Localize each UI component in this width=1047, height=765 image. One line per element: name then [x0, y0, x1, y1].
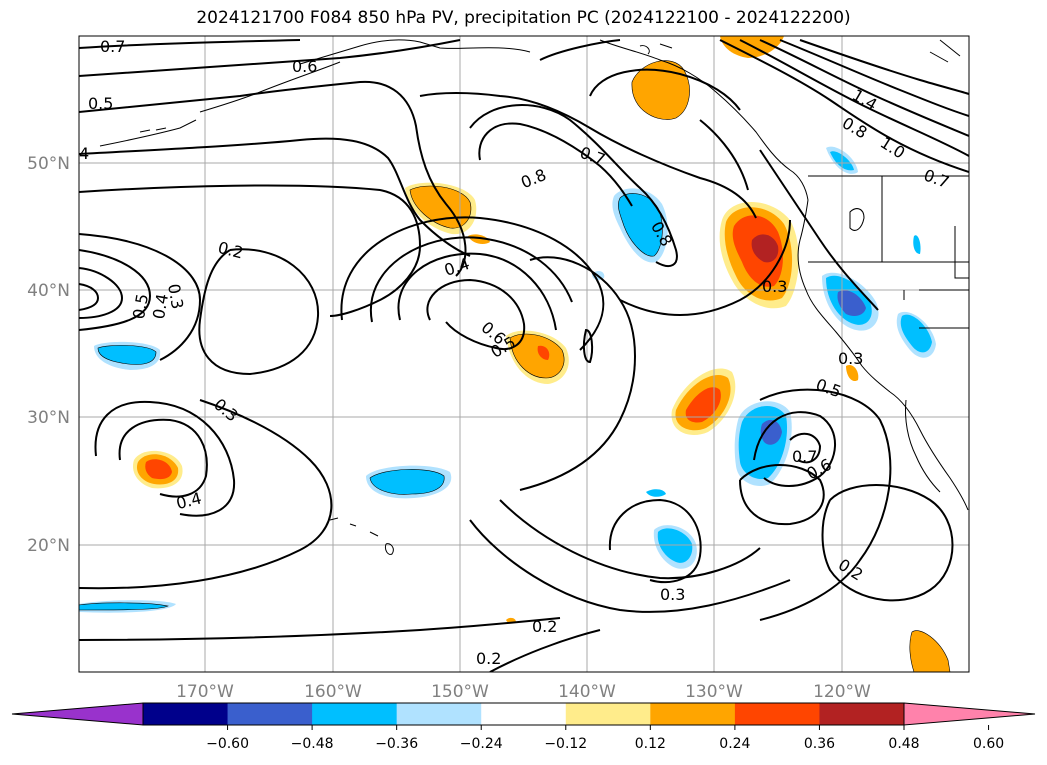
- precip-blob-subtropical: [671, 368, 736, 436]
- colorbar-segment: [565, 703, 651, 725]
- colorbar-extend-low: [11, 702, 144, 726]
- colorbar-tick-label: −0.12: [544, 736, 587, 752]
- contour-label: 0.5: [88, 94, 113, 113]
- precip-blob-neg-hawaii: [366, 465, 452, 499]
- colorbar-tick-label: 0.48: [888, 736, 919, 752]
- colorbar-tick-label: −0.48: [291, 736, 334, 752]
- lat-label-50n: 50°N: [27, 154, 70, 174]
- precip-blob-neg-northeast: [612, 188, 668, 263]
- colorbar-tick-label: −0.36: [375, 736, 418, 752]
- contour-label: 0.7: [792, 447, 817, 466]
- precip-blob-neg-california: [822, 272, 879, 331]
- colorbar-tick-label: 0.60: [973, 736, 1004, 752]
- islands: [139, 43, 673, 555]
- colorbar-segment: [227, 703, 313, 725]
- precip-blob-west: [132, 450, 183, 489]
- precip-blob-neg-coast: [734, 401, 792, 486]
- contour-label: 0.2: [532, 617, 557, 636]
- colorbar-segment: [481, 703, 567, 725]
- colorbar-tick-label: −0.24: [460, 736, 503, 752]
- colorbar-ticks: −0.60 −0.48 −0.36 −0.24 −0.12 0.12 0.24 0.36 0.4…: [206, 725, 1004, 752]
- colorbar-segment: [312, 703, 398, 725]
- contour-label: 0.3: [164, 282, 187, 310]
- contour-label: 0.7: [100, 37, 125, 56]
- colorbar-frame: [142, 702, 905, 726]
- lon-label-120w: 120°W: [813, 682, 871, 702]
- lon-label-170w: 170°W: [176, 682, 234, 702]
- lon-label-150w: 150°W: [431, 682, 489, 702]
- map-frame: [78, 35, 970, 673]
- contour-label: 0.6: [292, 57, 317, 76]
- lat-label-20n: 20°N: [27, 536, 70, 556]
- precip-blob-neg-south: [646, 489, 697, 569]
- lon-label-140w: 140°W: [558, 682, 616, 702]
- pv-contours: [79, 39, 969, 672]
- precip-blob-baja: [846, 364, 859, 382]
- lon-label-160w: 160°W: [304, 682, 362, 702]
- colorbar-tick-label: 0.24: [719, 736, 750, 752]
- colorbar-extend-high: [903, 702, 1036, 726]
- precip-blob-central-pacific: [506, 330, 569, 384]
- map-title: 2024121700 F084 850 hPa PV, precipitatio…: [196, 8, 851, 28]
- colorbar-segment: [650, 703, 736, 725]
- map-plot-area: 0.7 0.6 0.5 4 0.8 0.7 1.4 0.8 1.0 0.7 0.…: [79, 36, 969, 672]
- contour-label: 0.3: [762, 277, 787, 296]
- latitude-labels: 50°N 40°N 30°N 20°N: [27, 154, 70, 556]
- lat-label-30n: 30°N: [27, 408, 70, 428]
- coastlines: [99, 39, 969, 511]
- colorbar-tick-label: −0.60: [206, 736, 249, 752]
- precip-blob-gulf-alaska: [631, 60, 690, 120]
- contour-label: 0.5: [129, 292, 152, 320]
- colorbar-segment: [734, 703, 820, 725]
- contour-label: 0.4: [149, 292, 172, 320]
- colorbar-segments: [143, 703, 905, 725]
- precip-blob-oregon-coast: [719, 202, 799, 309]
- contour-label: 4: [79, 144, 89, 163]
- colorbar: −0.60 −0.48 −0.36 −0.24 −0.12 0.12 0.24 0.36 0.4…: [11, 702, 1036, 752]
- precipitation-shading: [79, 36, 951, 672]
- colorbar-tick-label: 0.36: [804, 736, 835, 752]
- contour-label: 0.3: [660, 585, 685, 604]
- colorbar-tick-label: 0.12: [635, 736, 666, 752]
- lon-label-130w: 130°W: [685, 682, 743, 702]
- precip-blob-neg-west: [94, 341, 161, 370]
- longitude-labels: 170°W 160°W 150°W 140°W 130°W 120°W: [176, 682, 871, 702]
- contour-label: 0.3: [838, 349, 863, 368]
- contour-label: 0.2: [476, 649, 501, 668]
- colorbar-segment: [819, 703, 905, 725]
- colorbar-segment: [143, 703, 229, 725]
- colorbar-segment: [396, 703, 482, 725]
- precip-blob-mexico: [909, 630, 951, 672]
- lat-label-40n: 40°N: [27, 281, 70, 301]
- precip-blob-neg-southwest: [79, 600, 176, 613]
